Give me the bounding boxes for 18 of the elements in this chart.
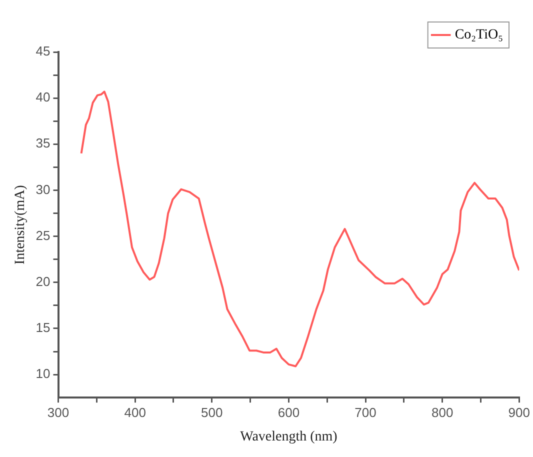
y-axis-title: Intensity(mA): [13, 184, 28, 264]
y-tick-label: 25: [36, 228, 50, 243]
y-tick-label: 20: [36, 274, 50, 289]
y-tick-label: 15: [36, 320, 50, 336]
y-tick-label: 35: [36, 136, 50, 151]
y-tick-label: 30: [36, 182, 50, 197]
x-tick-label: 300: [47, 404, 70, 420]
x-tick-label: 700: [354, 404, 376, 420]
x-tick-label: 800: [431, 404, 454, 420]
y-tick-label: 40: [36, 90, 50, 105]
legend-label: Co₂TiO₅: [454, 28, 504, 43]
x-tick-label: 900: [508, 404, 530, 420]
y-tick-label: 10: [36, 366, 50, 382]
x-tick-label: 400: [124, 404, 146, 420]
x-tick-label: 600: [278, 404, 300, 420]
y-tick-label: 45: [36, 44, 50, 59]
x-axis-title: Wavelength (nm): [240, 429, 338, 444]
x-tick-label: 500: [201, 404, 223, 420]
